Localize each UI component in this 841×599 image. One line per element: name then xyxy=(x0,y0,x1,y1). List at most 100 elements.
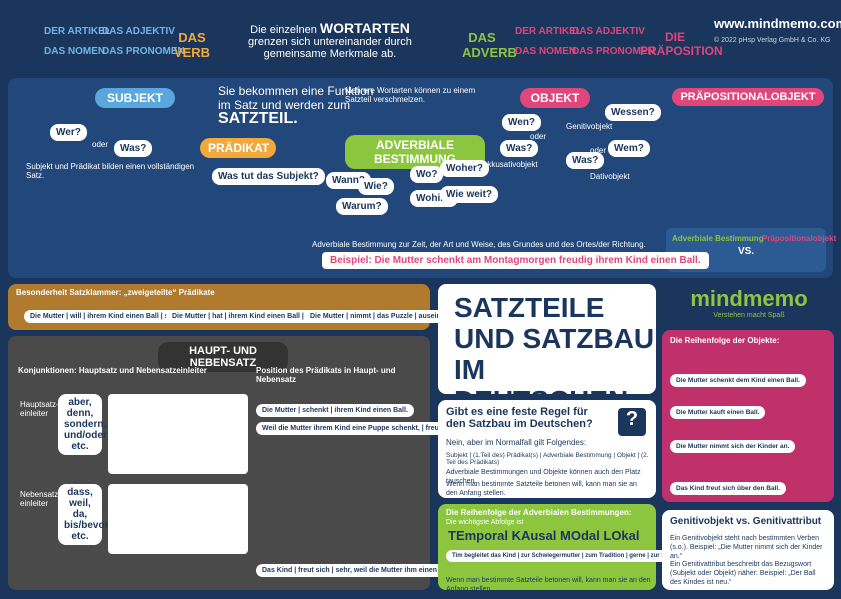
intro-b: WORTARTEN xyxy=(319,20,410,36)
subjekt-text: Subjekt und Prädikat bilden einen vollst… xyxy=(26,162,195,180)
tagline: Verstehen macht Spaß xyxy=(713,312,785,319)
beispiel: Beispiel: Die Mutter schenkt am Montagmo… xyxy=(322,252,709,269)
title: Genitivobjekt vs. Genitivattribut xyxy=(670,516,822,527)
vs: VS. xyxy=(738,246,755,257)
label: DAS NOMEN xyxy=(44,46,106,57)
question: Wie weit? xyxy=(440,186,499,203)
satzklammer: Besonderheit Satzklammer: „zweigeteilte“… xyxy=(8,284,468,330)
item: Die Mutter schenkt dem Kind einen Ball. xyxy=(670,374,806,387)
title: Besonderheit Satzklammer: „zweigeteilte“… xyxy=(16,288,215,297)
or: oder xyxy=(530,132,547,141)
copyright: © 2022 pHsp Verlag GmbH & Co. KG xyxy=(714,37,831,44)
answer: Nein, aber im Normalfall gilt Folgendes: xyxy=(446,438,587,447)
genitiv: Genitivobjekt vs. Genitivattribut Ein Ge… xyxy=(662,510,834,590)
question: Gibt es eine feste Regel für den Satzbau… xyxy=(446,406,593,430)
label: DER ARTIKEL xyxy=(44,26,111,37)
label: DAS ADJEKTIV xyxy=(572,26,645,37)
words: dass, weil, da, bis/bevor etc. xyxy=(58,484,108,545)
line: UND SATZBAU xyxy=(454,323,655,354)
word: KAusal xyxy=(511,528,557,543)
position: Position des Prädikats in Haupt- und Neb… xyxy=(256,366,396,384)
table xyxy=(108,484,248,554)
label: Genitivobjekt xyxy=(566,122,613,131)
label: Dativobjekt xyxy=(590,172,630,181)
intro-a: Die einzelnen xyxy=(250,24,317,36)
example: Die Mutter | will | ihrem Kind einen Bal… xyxy=(24,310,205,323)
title: Die Reihenfolge der Objekte: xyxy=(670,336,780,345)
item: Die Mutter kauft einen Ball. xyxy=(670,406,766,419)
item: Das Kind freut sich über den Ball. xyxy=(670,482,787,495)
or: oder xyxy=(92,140,109,149)
title: Die Reihenfolge der Adverbialen Bestimmu… xyxy=(446,508,632,517)
order: Subjekt | (1.Teil des) Prädikat(s) | Adv… xyxy=(446,452,649,466)
adv-intro: Mehrere Wortarten können zu einem Satzte… xyxy=(345,86,476,104)
example: Die Mutter | nimmt | das Puzzle | ausein… xyxy=(304,310,468,323)
url: www.mindmemo.com xyxy=(714,16,841,31)
praedikat-title: PRÄDIKAT xyxy=(200,138,276,158)
regel: Gibt es eine feste Regel für den Satzbau… xyxy=(438,400,656,498)
tekamolo: Die Reihenfolge der Adverbialen Bestimmu… xyxy=(438,504,687,593)
example: Die Mutter | hat | ihrem Kind einen Ball… xyxy=(166,310,349,323)
text: Ein Genitivobjekt steht nach bestimmten … xyxy=(670,535,823,560)
intro-c: grenzen sich untereinander durch gemeins… xyxy=(248,36,412,60)
haupt: HAUPT- UND NEBENSATZ Konjunktionen: Haup… xyxy=(8,336,508,590)
icon: ? xyxy=(618,408,646,436)
subjekt-title: SUBJEKT xyxy=(95,88,175,108)
note: Adverbiale Bestimmungen und Objekte könn… xyxy=(446,469,641,485)
po-title: PRÄPOSITIONALOBJEKT xyxy=(672,88,824,106)
question: Wen? xyxy=(502,114,542,131)
word: LOkal xyxy=(603,528,640,543)
item: Die Mutter nimmt sich der Kinder an. xyxy=(670,440,796,453)
example: Tim begleitet das Kind | zur Schwiegermu… xyxy=(446,550,687,562)
verb: DAS VERB xyxy=(173,30,211,60)
label: DAS ADJEKTIV xyxy=(102,26,175,37)
line: im Satz und werden zum xyxy=(218,98,351,112)
example: Die Mutter | schenkt | ihrem Kind einen … xyxy=(256,404,414,417)
right: Präpositionalobjekt xyxy=(762,234,837,243)
objekte: Die Reihenfolge der Objekte: Die Mutter … xyxy=(662,330,834,502)
label: DER ARTIKEL xyxy=(515,26,582,37)
label: Hauptsatz-einleiter xyxy=(20,400,59,418)
label: DAS PRONOMEN xyxy=(572,46,655,57)
label: Nebensatz-einleiter xyxy=(20,490,61,508)
adv-text: Adverbiale Bestimmung zur Zeit, der Art … xyxy=(312,240,646,249)
words: TEmporal KAusal MOdal LOkal xyxy=(448,528,640,543)
left: Adverbiale Bestimmung xyxy=(672,234,764,243)
words: aber, denn, sondern, und/oder etc. xyxy=(58,394,107,455)
question: Wo? xyxy=(410,166,444,183)
question: Was? xyxy=(566,152,605,169)
sub: Die wichtigste Abfolge ist xyxy=(446,519,524,526)
title: HAUPT- UND NEBENSATZ xyxy=(158,342,288,372)
or: oder xyxy=(590,146,607,155)
question: Was tut das Subjekt? xyxy=(212,168,325,185)
question: Wer? xyxy=(50,124,87,141)
note: Wenn man bestimmte Satzteile betonen wil… xyxy=(446,481,637,497)
line: SATZTEIL. xyxy=(218,110,298,127)
objekt-title: OBJEKT xyxy=(520,88,590,108)
line: SATZTEILE xyxy=(454,292,605,323)
word: MOdal xyxy=(560,528,600,543)
question: Wessen? xyxy=(605,104,661,121)
word: TEmporal xyxy=(448,528,508,543)
question: Was? xyxy=(114,140,153,157)
label: Akkusativobjekt xyxy=(482,160,538,169)
line: Sie bekommen eine Funktion xyxy=(218,84,374,98)
question: Wem? xyxy=(608,140,650,157)
praeposition: DIE PRÄPOSITION xyxy=(640,30,723,58)
question: Wie? xyxy=(358,178,394,195)
question: Warum? xyxy=(336,198,388,215)
question: Woher? xyxy=(440,160,490,177)
question: Was? xyxy=(500,140,539,157)
example: Das Kind | freut sich | sehr, weil die M… xyxy=(256,564,493,577)
konj: Konjunktionen: Hauptsatz und Nebensatzei… xyxy=(18,366,207,375)
logo-name: mindmemo xyxy=(690,286,808,311)
adverb: DAS ADVERB xyxy=(462,30,517,60)
note: Wenn man bestimmte Satzteile betonen wil… xyxy=(446,577,651,593)
label: DAS NOMEN xyxy=(515,46,577,57)
text: Ein Genitivattribut beschreibt das Bezug… xyxy=(670,561,816,586)
header: DER ARTIKEL DAS ADJEKTIV DAS NOMEN DAS P… xyxy=(0,0,841,78)
label: DAS PRONOMEN xyxy=(102,46,185,57)
